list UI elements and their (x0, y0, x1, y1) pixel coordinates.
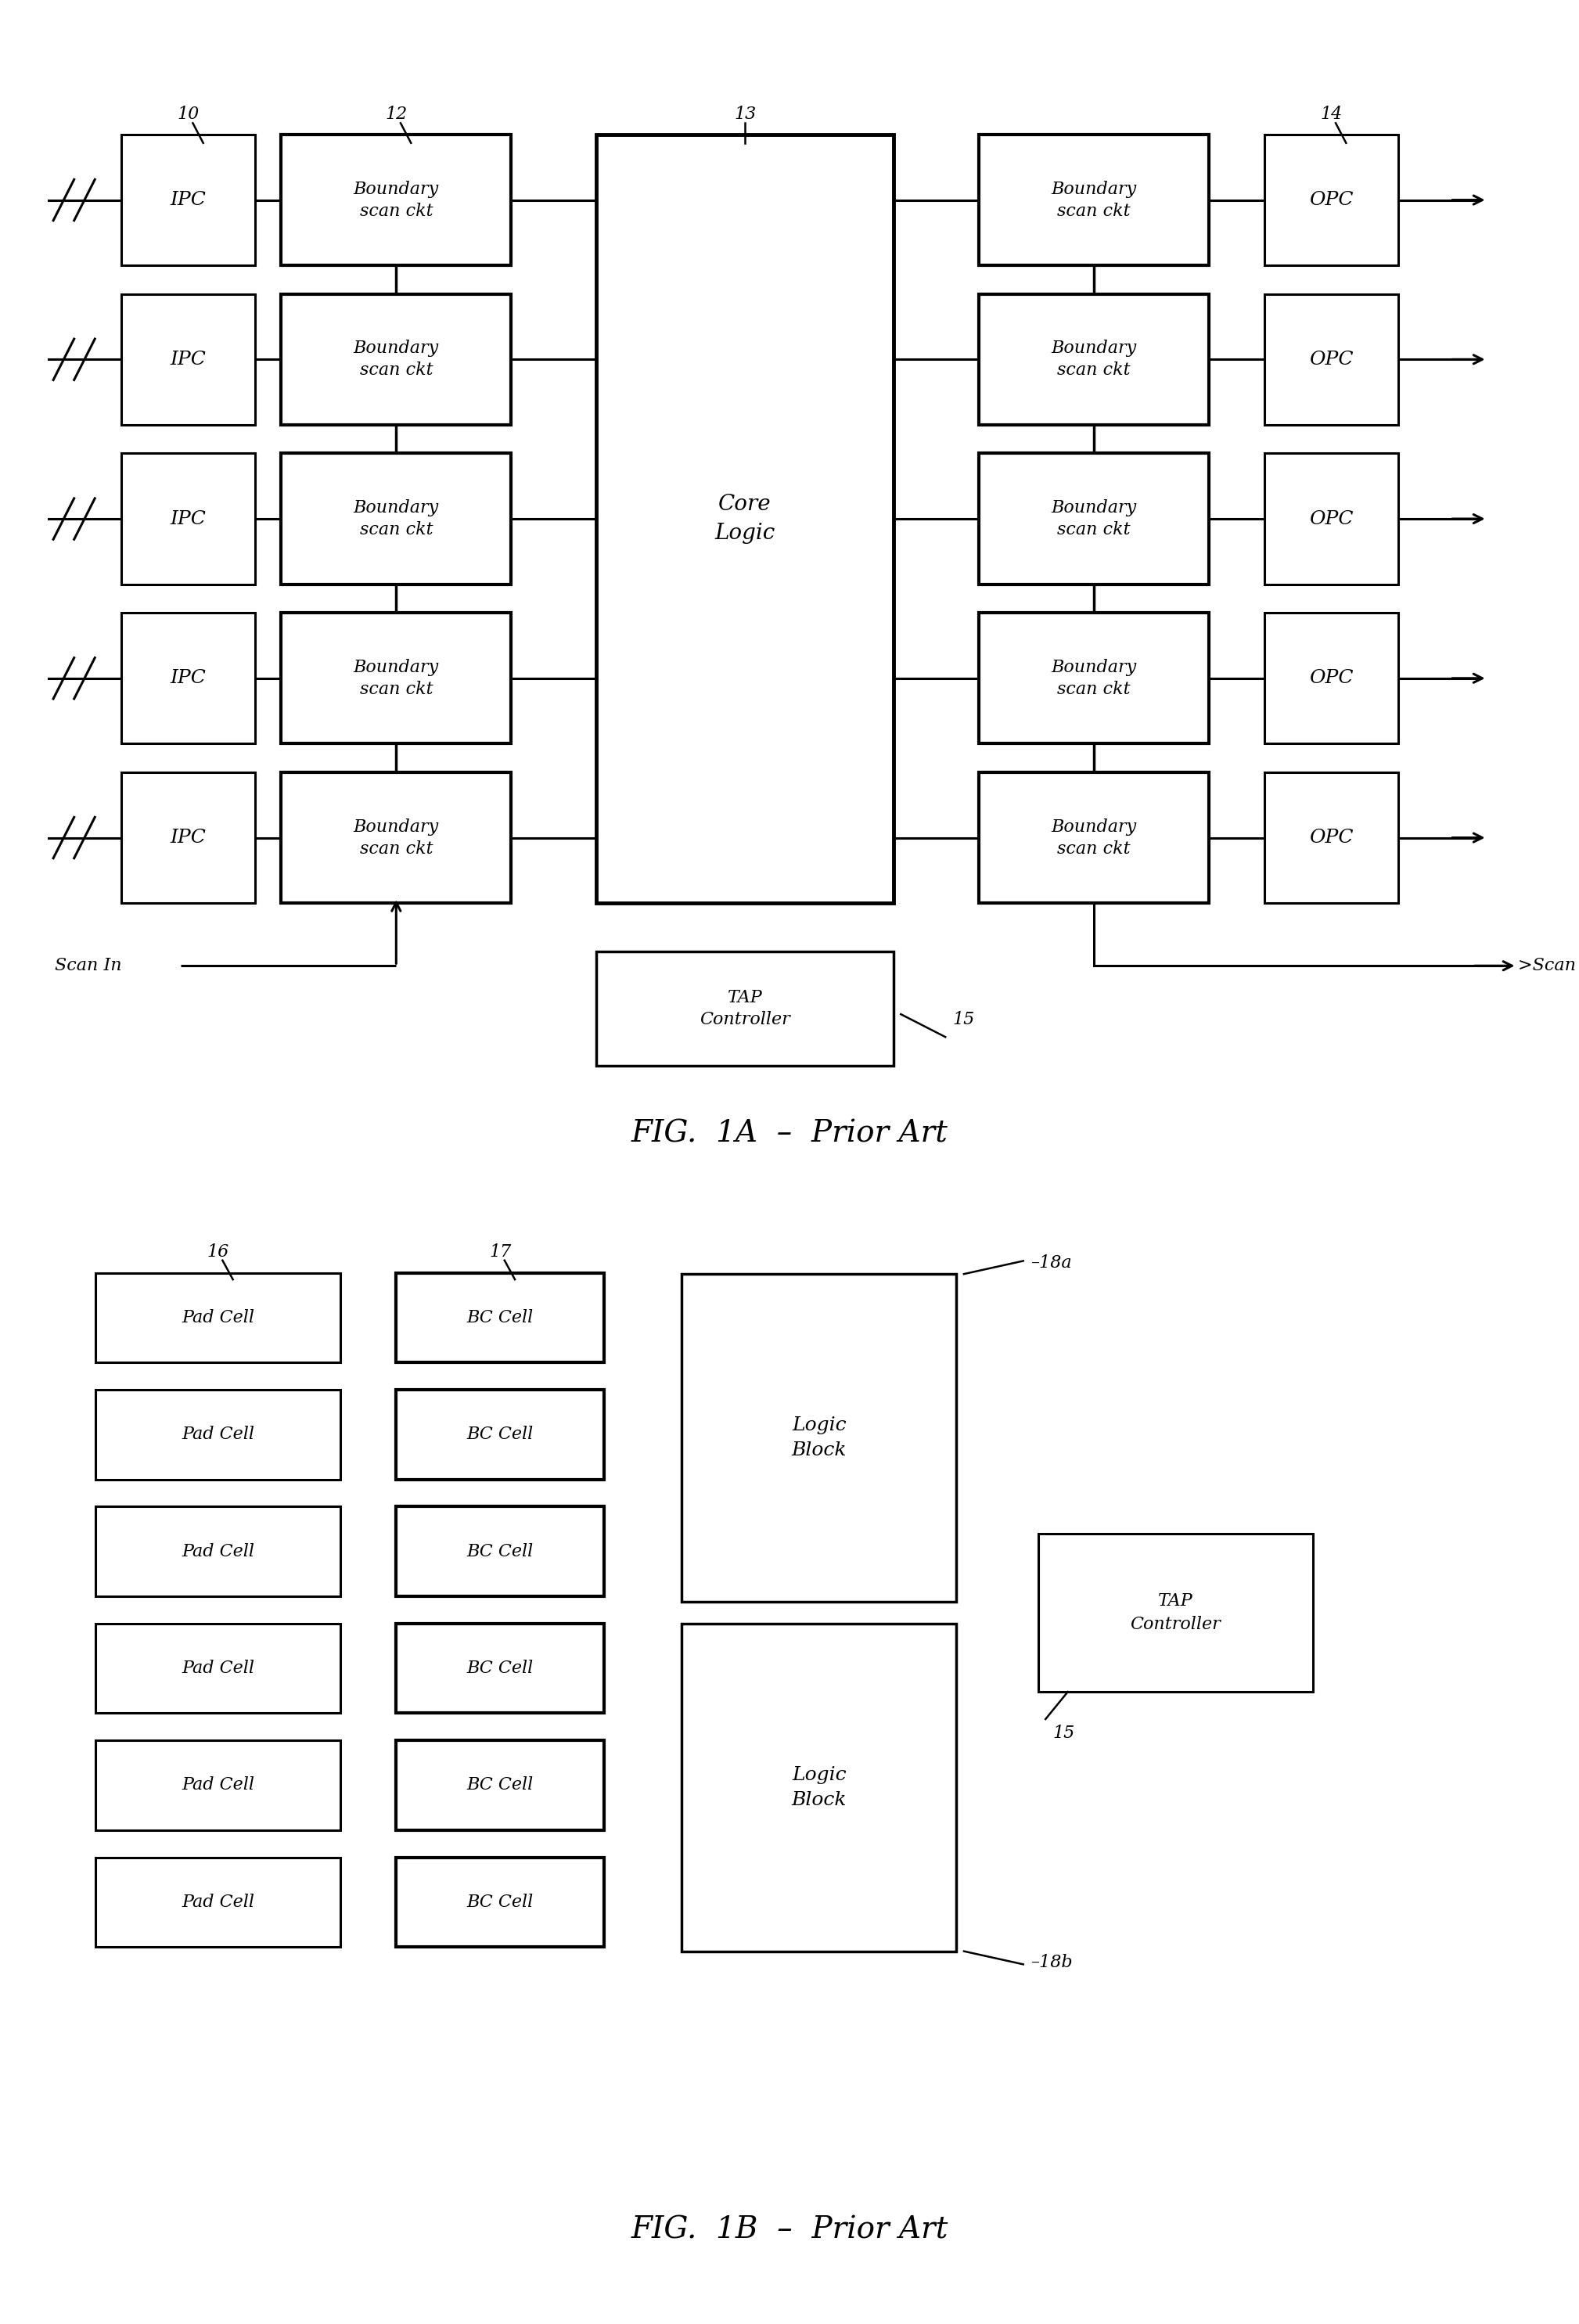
Text: Pad Cell: Pad Cell (182, 1659, 254, 1678)
Text: Boundary
scan ckt: Boundary scan ckt (354, 818, 439, 858)
Text: Pad Cell: Pad Cell (182, 1894, 254, 1910)
Text: TAP
Controller: TAP Controller (1131, 1592, 1221, 1634)
Text: BC Cell: BC Cell (467, 1543, 534, 1559)
Text: Boundary
scan ckt: Boundary scan ckt (354, 181, 439, 218)
Text: BC Cell: BC Cell (467, 1308, 534, 1327)
Text: 17: 17 (489, 1243, 512, 1262)
Text: FIG.  1A  –  Prior Art: FIG. 1A – Prior Art (632, 1120, 947, 1148)
Bar (682, 1274, 957, 1601)
Text: Boundary
scan ckt: Boundary scan ckt (1052, 658, 1137, 697)
Text: IPC: IPC (171, 830, 207, 846)
Text: OPC: OPC (1309, 830, 1353, 846)
Bar (1265, 614, 1397, 744)
Text: OPC: OPC (1309, 191, 1353, 209)
Bar (979, 135, 1210, 265)
Bar (396, 1741, 603, 1829)
Text: 12: 12 (385, 107, 407, 123)
Text: Boundary
scan ckt: Boundary scan ckt (1052, 500, 1137, 539)
Bar (281, 614, 512, 744)
Text: Boundary
scan ckt: Boundary scan ckt (1052, 818, 1137, 858)
Bar (122, 293, 256, 425)
Text: IPC: IPC (171, 509, 207, 528)
Text: Pad Cell: Pad Cell (182, 1543, 254, 1559)
Bar (281, 135, 512, 265)
Text: Boundary
scan ckt: Boundary scan ckt (354, 339, 439, 379)
Text: Scan In: Scan In (55, 957, 122, 974)
Text: IPC: IPC (171, 351, 207, 370)
Text: Boundary
scan ckt: Boundary scan ckt (1052, 339, 1137, 379)
Text: Logic
Block: Logic Block (791, 1766, 846, 1808)
Bar (122, 772, 256, 904)
Text: 15: 15 (1053, 1724, 1075, 1741)
Bar (396, 1506, 603, 1597)
Text: 13: 13 (734, 107, 756, 123)
Text: –18b: –18b (1031, 1954, 1072, 1971)
Bar (396, 1624, 603, 1713)
Text: OPC: OPC (1309, 351, 1353, 370)
Text: >Scan Out: >Scan Out (1519, 957, 1579, 974)
Bar (96, 1741, 341, 1829)
Text: 15: 15 (952, 1011, 974, 1030)
Text: BC Cell: BC Cell (467, 1894, 534, 1910)
Text: 14: 14 (1320, 107, 1342, 123)
Bar (96, 1390, 341, 1480)
Bar (396, 1274, 603, 1362)
Bar (96, 1857, 341, 1948)
Bar (122, 453, 256, 583)
Bar (979, 453, 1210, 583)
Bar (281, 772, 512, 904)
Text: Boundary
scan ckt: Boundary scan ckt (354, 658, 439, 697)
Bar (122, 614, 256, 744)
Bar (1265, 293, 1397, 425)
Bar (597, 951, 894, 1064)
Bar (396, 1857, 603, 1948)
Bar (1265, 772, 1397, 904)
Text: BC Cell: BC Cell (467, 1659, 534, 1678)
Bar (1265, 453, 1397, 583)
Bar (979, 293, 1210, 425)
Text: BC Cell: BC Cell (467, 1776, 534, 1794)
Bar (979, 772, 1210, 904)
Bar (682, 1624, 957, 1952)
Text: –18a: –18a (1031, 1255, 1072, 1271)
Text: OPC: OPC (1309, 509, 1353, 528)
Bar (96, 1506, 341, 1597)
Bar (281, 293, 512, 425)
Text: BC Cell: BC Cell (467, 1427, 534, 1443)
Bar (96, 1274, 341, 1362)
Bar (96, 1624, 341, 1713)
Bar (1037, 1534, 1312, 1692)
Text: Boundary
scan ckt: Boundary scan ckt (1052, 181, 1137, 218)
Text: Boundary
scan ckt: Boundary scan ckt (354, 500, 439, 539)
Bar (396, 1390, 603, 1480)
Bar (281, 453, 512, 583)
Text: IPC: IPC (171, 191, 207, 209)
Text: IPC: IPC (171, 669, 207, 688)
Text: 16: 16 (207, 1243, 229, 1262)
Bar (122, 135, 256, 265)
Text: Logic
Block: Logic Block (791, 1415, 846, 1459)
Text: TAP
Controller: TAP Controller (699, 990, 790, 1027)
Text: Pad Cell: Pad Cell (182, 1776, 254, 1794)
Text: Pad Cell: Pad Cell (182, 1308, 254, 1327)
Bar (979, 614, 1210, 744)
Text: 10: 10 (177, 107, 199, 123)
Text: Core
Logic: Core Logic (715, 493, 775, 544)
Bar (597, 135, 894, 904)
Text: OPC: OPC (1309, 669, 1353, 688)
Text: FIG.  1B  –  Prior Art: FIG. 1B – Prior Art (632, 2215, 947, 2245)
Bar (1265, 135, 1397, 265)
Text: Pad Cell: Pad Cell (182, 1427, 254, 1443)
